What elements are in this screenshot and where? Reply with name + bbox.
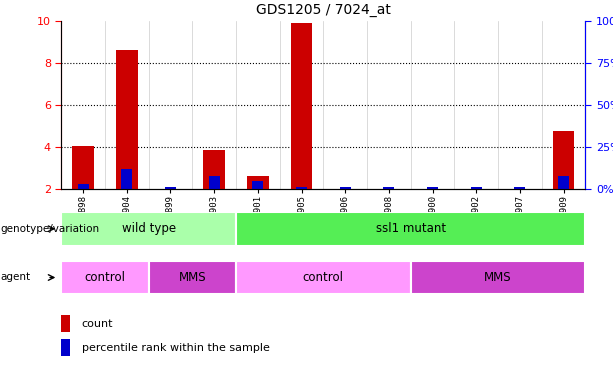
Bar	[427, 187, 438, 189]
Bar	[208, 176, 219, 189]
Bar	[236, 261, 411, 294]
Bar	[61, 315, 70, 332]
Bar	[296, 187, 307, 189]
Bar	[116, 50, 138, 189]
Bar	[411, 261, 585, 294]
Bar	[291, 23, 313, 189]
Bar	[340, 187, 351, 189]
Bar	[553, 131, 574, 189]
Text: agent: agent	[1, 273, 31, 282]
Bar	[236, 212, 585, 246]
Bar	[149, 261, 236, 294]
Text: genotype/variation: genotype/variation	[1, 224, 100, 234]
Bar	[61, 339, 70, 356]
Bar	[61, 212, 236, 246]
Bar	[471, 187, 482, 189]
Bar	[165, 187, 176, 189]
Text: control: control	[303, 271, 344, 284]
Bar	[247, 176, 268, 189]
Bar	[383, 187, 394, 189]
Bar	[558, 176, 569, 189]
Text: count: count	[82, 319, 113, 328]
Text: MMS: MMS	[484, 271, 512, 284]
Bar	[78, 184, 89, 189]
Bar	[72, 146, 94, 189]
Bar	[253, 181, 264, 189]
Text: control: control	[85, 271, 126, 284]
Bar	[61, 261, 149, 294]
Bar	[121, 169, 132, 189]
Bar	[204, 150, 225, 189]
Bar	[514, 187, 525, 189]
Text: percentile rank within the sample: percentile rank within the sample	[82, 343, 270, 352]
Title: GDS1205 / 7024_at: GDS1205 / 7024_at	[256, 3, 391, 17]
Text: ssl1 mutant: ssl1 mutant	[376, 222, 446, 235]
Text: MMS: MMS	[178, 271, 206, 284]
Text: wild type: wild type	[121, 222, 176, 235]
